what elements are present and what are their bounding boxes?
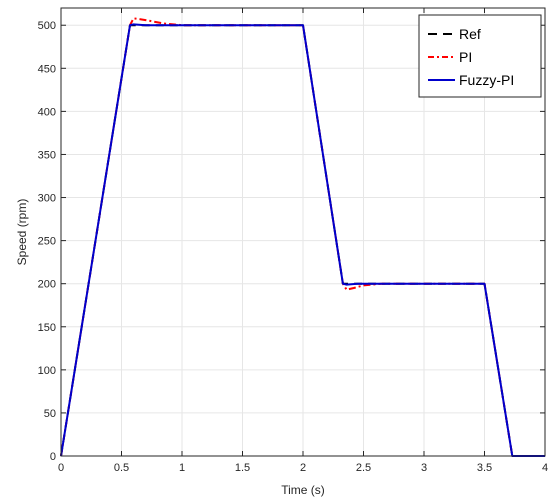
x-tick-label: 3.5 xyxy=(477,462,492,474)
ticks: 0 0.5 1 1.5 2 2.5 3 3.5 4 0 50 100 150 200 250 300 350 40… xyxy=(38,8,548,474)
x-tick-label: 2.5 xyxy=(356,462,371,474)
y-tick-label: 200 xyxy=(38,279,56,291)
y-tick-label: 300 xyxy=(38,193,56,205)
series-line-fuzzy-pi xyxy=(60,23,545,457)
y-tick-label: 150 xyxy=(38,322,56,334)
legend-label: Ref xyxy=(459,26,481,42)
series-layer xyxy=(60,17,545,457)
x-tick-label: 2 xyxy=(300,462,306,474)
x-tick-label: 4 xyxy=(542,462,548,474)
x-tick-label: 1 xyxy=(179,462,185,474)
x-tick-label: 0.5 xyxy=(114,462,129,474)
y-tick-label: 400 xyxy=(38,106,56,118)
y-tick-label: 50 xyxy=(44,408,56,420)
y-tick-label: 350 xyxy=(38,149,56,161)
legend-box xyxy=(418,14,542,98)
grid xyxy=(60,8,546,457)
x-axis-label: Time (s) xyxy=(281,483,325,497)
y-tick-label: 0 xyxy=(50,451,56,463)
legend: Ref PI Fuzzy-PI xyxy=(418,14,542,98)
x-tick-label: 3 xyxy=(421,462,427,474)
x-tick-label: 0 xyxy=(58,462,64,474)
y-axis-label: Speed (rpm) xyxy=(15,199,29,266)
y-tick-label: 450 xyxy=(38,63,56,75)
legend-label: Fuzzy-PI xyxy=(459,72,514,88)
x-tick-label: 1.5 xyxy=(235,462,250,474)
y-tick-label: 250 xyxy=(38,236,56,248)
y-tick-label: 500 xyxy=(38,20,56,32)
legend-label: PI xyxy=(459,49,472,65)
y-tick-label: 100 xyxy=(38,365,56,377)
